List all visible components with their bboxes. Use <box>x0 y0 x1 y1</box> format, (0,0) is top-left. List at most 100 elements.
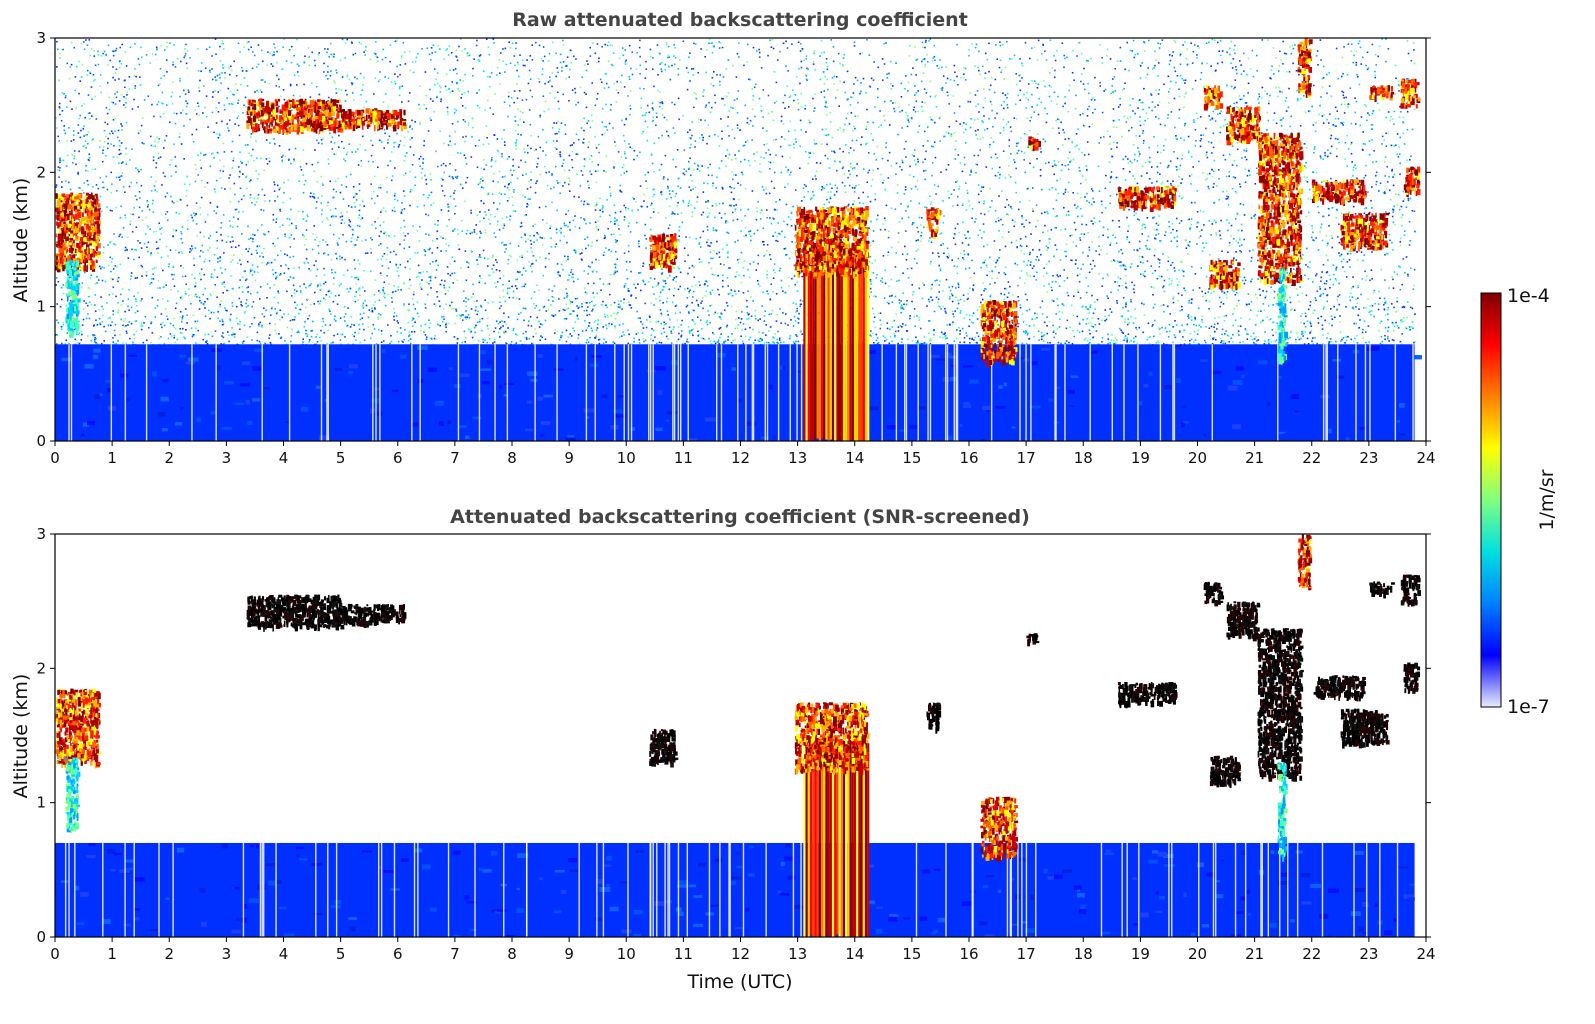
noise-pixel <box>587 283 589 285</box>
noise-pixel <box>1075 108 1077 110</box>
noise-pixel <box>622 323 624 325</box>
noise-pixel <box>1366 275 1368 277</box>
noise-pixel <box>1123 265 1125 267</box>
noise-pixel <box>1134 308 1136 310</box>
noise-pixel <box>1348 212 1350 214</box>
noise-pixel <box>59 159 61 161</box>
noise-pixel <box>419 240 421 242</box>
noise-pixel <box>608 61 610 63</box>
noise-pixel <box>1232 188 1234 190</box>
noise-pixel <box>844 173 846 175</box>
noise-pixel <box>173 202 175 204</box>
noise-pixel <box>441 280 443 282</box>
noise-pixel <box>228 103 230 105</box>
noise-pixel <box>558 108 560 110</box>
noise-pixel <box>1310 199 1312 201</box>
noise-pixel <box>323 63 325 65</box>
noise-pixel <box>769 254 771 256</box>
noise-pixel <box>1355 213 1357 215</box>
noise-pixel <box>1105 187 1107 189</box>
noise-pixel <box>94 337 96 339</box>
noise-pixel <box>1168 256 1170 258</box>
noise-pixel <box>1378 291 1380 293</box>
noise-pixel <box>167 219 169 221</box>
noise-pixel <box>664 332 666 334</box>
noise-pixel <box>1189 340 1191 342</box>
noise-pixel <box>619 185 621 187</box>
noise-pixel <box>250 197 252 199</box>
noise-pixel <box>272 269 274 271</box>
noise-pixel <box>230 261 232 263</box>
noise-pixel <box>1305 264 1307 266</box>
noise-pixel <box>986 166 988 168</box>
noise-pixel <box>683 168 685 170</box>
noise-pixel <box>658 321 660 323</box>
noise-pixel <box>764 342 766 344</box>
noise-pixel <box>667 277 669 279</box>
noise-pixel <box>478 145 480 147</box>
noise-pixel <box>311 336 313 338</box>
noise-pixel <box>530 171 532 173</box>
noise-pixel <box>165 213 167 215</box>
noise-pixel <box>810 199 812 201</box>
noise-pixel <box>435 260 437 262</box>
noise-pixel <box>501 156 503 158</box>
noise-pixel <box>850 147 852 149</box>
noise-pixel <box>741 220 743 222</box>
noise-pixel <box>726 302 728 304</box>
noise-pixel <box>1321 182 1323 184</box>
noise-pixel <box>605 341 607 343</box>
noise-pixel <box>1297 98 1299 100</box>
noise-pixel <box>542 324 544 326</box>
noise-pixel <box>449 135 451 137</box>
noise-pixel <box>247 261 249 263</box>
noise-pixel <box>972 322 974 324</box>
noise-pixel <box>1026 134 1028 136</box>
noise-pixel <box>1053 330 1055 332</box>
noise-pixel <box>437 296 439 298</box>
noise-pixel <box>410 343 412 345</box>
noise-pixel <box>1269 77 1271 79</box>
noise-pixel <box>978 111 980 113</box>
noise-pixel <box>151 282 153 284</box>
noise-pixel <box>301 169 303 171</box>
noise-pixel <box>1093 201 1095 203</box>
noise-pixel <box>425 334 427 336</box>
noise-pixel <box>308 341 310 343</box>
noise-pixel <box>788 144 790 146</box>
noise-pixel <box>402 341 404 343</box>
noise-pixel <box>652 107 654 109</box>
noise-pixel <box>1079 331 1081 333</box>
noise-pixel <box>1144 224 1146 226</box>
noise-pixel <box>469 55 471 57</box>
noise-pixel <box>707 324 709 326</box>
noise-pixel <box>1081 53 1083 55</box>
noise-pixel <box>390 335 392 337</box>
noise-pixel <box>1341 339 1343 341</box>
noise-pixel <box>1168 221 1170 223</box>
noise-pixel <box>821 143 823 145</box>
noise-pixel <box>136 305 138 307</box>
noise-pixel <box>1188 314 1190 316</box>
noise-pixel <box>266 139 268 141</box>
noise-pixel <box>1210 234 1212 236</box>
noise-pixel <box>273 54 275 56</box>
noise-pixel <box>1099 82 1101 84</box>
noise-pixel <box>167 318 169 320</box>
noise-pixel <box>1021 151 1023 153</box>
noise-pixel <box>247 85 249 87</box>
noise-pixel <box>1172 342 1174 344</box>
noise-pixel <box>1375 64 1377 66</box>
noise-pixel <box>884 188 886 190</box>
noise-pixel <box>1379 109 1381 111</box>
noise-pixel <box>1229 242 1231 244</box>
noise-pixel <box>577 337 579 339</box>
noise-pixel <box>409 70 411 72</box>
noise-pixel <box>144 99 146 101</box>
noise-pixel <box>156 46 158 48</box>
noise-pixel <box>614 318 616 320</box>
noise-pixel <box>65 132 67 134</box>
noise-pixel <box>1175 71 1177 73</box>
noise-pixel <box>1010 126 1012 128</box>
noise-pixel <box>207 182 209 184</box>
